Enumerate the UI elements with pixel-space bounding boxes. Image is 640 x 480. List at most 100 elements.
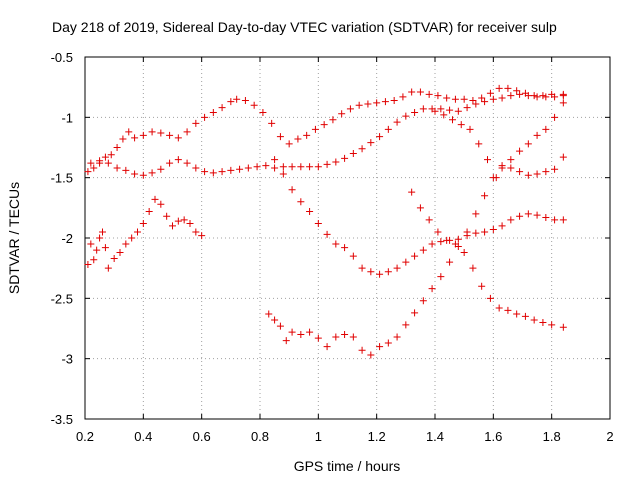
data-point-series-4: [271, 156, 279, 164]
data-point-series-4: [533, 211, 541, 219]
data-point-series-5: [376, 343, 384, 351]
data-point-series-2: [516, 90, 524, 98]
data-point-series-1: [148, 128, 156, 136]
data-point-series-5: [323, 343, 331, 351]
data-point-series-7: [440, 111, 448, 119]
data-point-series-2: [166, 159, 174, 167]
data-point-series-1: [119, 135, 127, 143]
data-point-series-5: [542, 168, 550, 176]
data-point-series-2: [306, 163, 314, 171]
data-point-series-6: [513, 310, 521, 318]
data-point-series-2: [358, 145, 366, 153]
data-point-series-6: [451, 240, 459, 248]
data-point-series-3: [122, 240, 130, 248]
data-point-series-7: [466, 125, 474, 133]
data-point-series-5: [276, 322, 284, 330]
data-point-series-7: [475, 140, 483, 148]
data-point-series-4: [481, 228, 489, 236]
data-point-series-6: [478, 282, 486, 290]
data-point-series-5: [559, 153, 567, 161]
x-tick-label: 0.4: [134, 429, 152, 444]
data-point-series-1: [84, 168, 92, 176]
data-point-series-5: [551, 165, 559, 173]
data-point-series-4: [367, 268, 375, 276]
data-point-series-3: [128, 234, 136, 242]
data-point-series-7: [542, 125, 550, 133]
data-point-series-1: [451, 95, 459, 103]
data-point-series-2: [332, 158, 340, 166]
x-tick-label: 0.2: [76, 429, 94, 444]
data-point-series-3: [84, 261, 92, 269]
data-point-series-4: [358, 264, 366, 272]
data-point-series-2: [463, 104, 471, 112]
data-point-series-1: [166, 131, 174, 139]
data-point-series-6: [434, 228, 442, 236]
data-point-series-1: [329, 116, 337, 124]
data-point-series-1: [460, 95, 468, 103]
gridlines: [85, 57, 610, 419]
data-point-series-2: [533, 93, 541, 101]
data-point-series-1: [539, 92, 547, 100]
data-point-series-5: [265, 310, 273, 318]
x-tick-label: 1.8: [543, 429, 561, 444]
x-tick-label: 1: [315, 429, 322, 444]
data-point-series-2: [542, 93, 550, 101]
data-point-series-2: [174, 156, 182, 164]
data-point-series-4: [551, 216, 559, 224]
data-point-series-2: [131, 170, 139, 178]
y-tick-label: -1: [61, 110, 73, 125]
data-point-series-4: [411, 252, 419, 260]
data-point-series-4: [437, 238, 445, 246]
data-point-series-4: [279, 170, 287, 178]
data-point-series-6: [521, 312, 529, 320]
data-point-series-6: [460, 248, 468, 256]
data-point-series-5: [411, 309, 419, 317]
data-point-series-2: [297, 163, 305, 171]
data-point-series-1: [434, 92, 442, 100]
data-point-series-1: [486, 89, 494, 97]
data-point-series-1: [241, 96, 249, 104]
data-point-series-2: [288, 163, 296, 171]
data-point-series-2: [113, 164, 121, 172]
data-point-series-1: [408, 88, 416, 96]
data-point-series-2: [323, 160, 331, 168]
data-point-series-3: [93, 246, 101, 254]
data-point-series-6: [416, 204, 424, 212]
data-point-series-1: [131, 134, 139, 142]
data-point-series-1: [416, 88, 424, 96]
data-point-series-1: [513, 87, 521, 95]
data-point-series-7: [524, 140, 532, 148]
plot-frame: [84, 56, 611, 420]
data-point-series-1: [285, 140, 293, 148]
y-tick-label: -0.5: [51, 50, 73, 65]
data-point-series-2: [437, 105, 445, 113]
data-point-series-1: [227, 98, 235, 106]
data-point-series-2: [183, 159, 191, 167]
data-points: [84, 84, 567, 359]
data-point-series-2: [489, 95, 497, 103]
data-point-series-2: [481, 98, 489, 106]
data-point-series-5: [428, 285, 436, 293]
data-point-series-3: [169, 222, 176, 230]
data-point-series-4: [323, 230, 331, 238]
data-point-series-1: [504, 84, 512, 92]
data-point-series-1: [107, 151, 115, 159]
data-point-series-1: [390, 96, 398, 104]
data-point-series-4: [341, 244, 349, 252]
data-point-series-4: [559, 216, 567, 224]
data-point-series-2: [376, 133, 384, 141]
data-point-series-4: [314, 220, 322, 228]
data-point-series-2: [104, 159, 112, 167]
data-point-series-5: [349, 333, 357, 341]
data-point-series-7: [492, 174, 500, 182]
data-point-series-2: [559, 92, 567, 100]
data-point-series-7: [533, 131, 541, 139]
data-point-series-1: [259, 109, 267, 117]
data-point-series-1: [294, 135, 302, 143]
data-point-series-5: [314, 334, 322, 342]
data-point-series-1: [364, 100, 372, 108]
data-point-series-4: [402, 258, 410, 266]
data-point-series-7: [507, 156, 515, 164]
data-point-series-3: [101, 244, 109, 252]
data-point-series-1: [90, 164, 98, 172]
